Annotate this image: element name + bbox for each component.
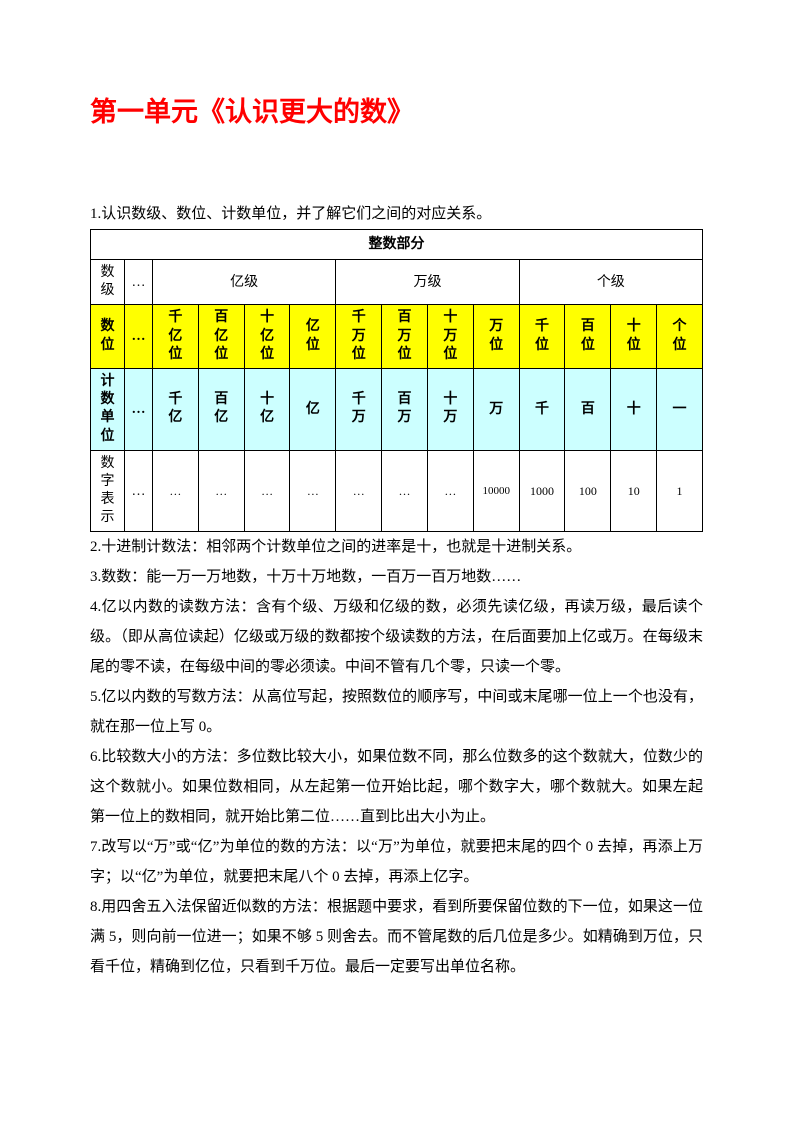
row2-label: 数位 <box>91 305 125 369</box>
row4-c11: 1 <box>657 450 703 532</box>
row2-c7: 万位 <box>473 305 519 369</box>
para-1: 1.认识数级、数位、计数单位，并了解它们之间的对应关系。 <box>90 199 703 229</box>
row4-c7: 10000 <box>473 450 519 532</box>
row3-c0: 千亿 <box>153 368 199 450</box>
row4-c0: … <box>153 450 199 532</box>
row1-wan: 万级 <box>336 260 519 305</box>
row3-c7: 万 <box>473 368 519 450</box>
row4-ellipsis: … <box>125 450 153 532</box>
para-8: 8.用四舍五入法保留近似数的方法：根据题中要求，看到所要保留位数的下一位，如果这… <box>90 892 703 982</box>
row3-c9: 百 <box>565 368 611 450</box>
row2-c11: 个位 <box>657 305 703 369</box>
row4-c4: … <box>336 450 382 532</box>
row4-c5: … <box>382 450 428 532</box>
row2-c10: 十位 <box>611 305 657 369</box>
row3-c2: 十亿 <box>244 368 290 450</box>
row4-label: 数字表示 <box>91 450 125 532</box>
para-3: 3.数数：能一万一万地数，十万十万地数，一百万一百万地数…… <box>90 562 703 592</box>
row4-c9: 100 <box>565 450 611 532</box>
row4-c8: 1000 <box>519 450 565 532</box>
row3-ellipsis: … <box>125 368 153 450</box>
row2-c9: 百位 <box>565 305 611 369</box>
row4-c2: … <box>244 450 290 532</box>
row3-c8: 千 <box>519 368 565 450</box>
row3-c3: 亿 <box>290 368 336 450</box>
row3-c4: 千万 <box>336 368 382 450</box>
para-4: 4.亿以内数的读数方法：含有个级、万级和亿级的数，必须先读亿级，再读万级，最后读… <box>90 592 703 682</box>
row3-c11: 一 <box>657 368 703 450</box>
row3-c10: 十 <box>611 368 657 450</box>
row2-ellipsis: … <box>125 305 153 369</box>
row1-ellipsis: … <box>125 260 153 305</box>
row4-c10: 10 <box>611 450 657 532</box>
table-main-header: 整数部分 <box>91 230 703 260</box>
row3-c6: 十万 <box>427 368 473 450</box>
row2-c5: 百万位 <box>382 305 428 369</box>
row2-c1: 百亿位 <box>198 305 244 369</box>
number-place-table: 整数部分 数级 … 亿级 万级 个级 数位 … 千亿位 百亿位 十亿位 亿位 千… <box>90 229 703 532</box>
row4-c6: … <box>427 450 473 532</box>
row2-c3: 亿位 <box>290 305 336 369</box>
row2-c0: 千亿位 <box>153 305 199 369</box>
row3-c1: 百亿 <box>198 368 244 450</box>
row1-yi: 亿级 <box>153 260 336 305</box>
para-6: 6.比较数大小的方法：多位数比较大小，如果位数不同，那么位数多的这个数就大，位数… <box>90 742 703 832</box>
row3-label: 计数单位 <box>91 368 125 450</box>
para-5: 5.亿以内数的写数方法：从高位写起，按照数位的顺序写，中间或末尾哪一位上一个也没… <box>90 682 703 742</box>
row2-c8: 千位 <box>519 305 565 369</box>
row3-c5: 百万 <box>382 368 428 450</box>
row1-label: 数级 <box>91 260 125 305</box>
para-2: 2.十进制计数法：相邻两个计数单位之间的进率是十，也就是十进制关系。 <box>90 532 703 562</box>
row2-c4: 千万位 <box>336 305 382 369</box>
row2-c6: 十万位 <box>427 305 473 369</box>
row4-c3: … <box>290 450 336 532</box>
unit-title: 第一单元《认识更大的数》 <box>90 90 703 129</box>
row2-c2: 十亿位 <box>244 305 290 369</box>
row1-ge: 个级 <box>519 260 702 305</box>
row4-c1: … <box>198 450 244 532</box>
para-7: 7.改写以“万”或“亿”为单位的数的方法：以“万”为单位，就要把末尾的四个 0 … <box>90 832 703 892</box>
